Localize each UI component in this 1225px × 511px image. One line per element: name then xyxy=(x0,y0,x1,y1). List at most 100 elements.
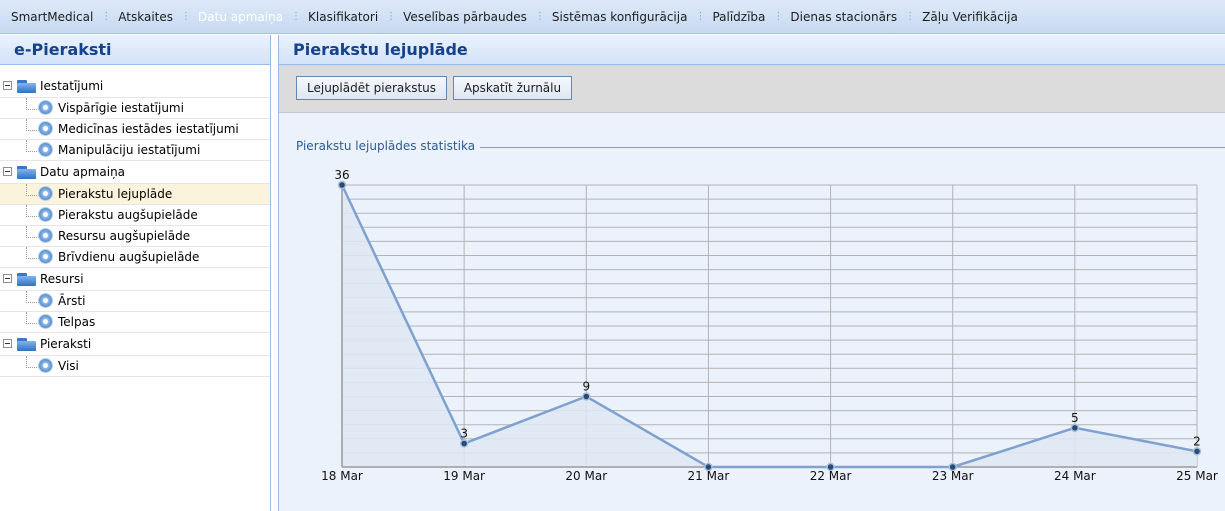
x-tick-label: 20 Mar xyxy=(565,469,607,483)
tree-item-label: Medicīnas iestādes iestatījumi xyxy=(58,122,239,136)
folder-open-icon xyxy=(17,80,36,93)
tree-connector xyxy=(26,119,39,131)
gear-icon xyxy=(39,359,52,372)
tree-connector xyxy=(26,184,39,196)
menu-separator: ⋮ xyxy=(291,11,301,22)
x-tick-label: 18 Mar xyxy=(321,469,363,483)
tree-item-3-0[interactable]: Visi xyxy=(0,356,270,377)
data-point xyxy=(826,462,835,472)
gear-icon xyxy=(39,122,52,135)
main-panel: Pierakstu lejuplāde Lejuplādēt pierakstu… xyxy=(278,35,1225,511)
data-point xyxy=(1192,447,1202,456)
menu-separator: ⋮ xyxy=(181,11,191,22)
tree-group-0[interactable]: Iestatījumi xyxy=(0,75,270,98)
tree-item-label: Telpas xyxy=(58,315,96,329)
tree-item-2-0[interactable]: Ārsti xyxy=(0,291,270,312)
data-point xyxy=(1070,423,1080,433)
menu-item-7[interactable]: Dienas stacionārs xyxy=(790,9,898,24)
tree-group-2[interactable]: Resursi xyxy=(0,268,270,291)
tree-item-label: Resursu augšupielāde xyxy=(58,229,191,243)
collapse-toggle-icon[interactable] xyxy=(3,81,12,90)
tree-item-label: Ārsti xyxy=(58,294,86,308)
menu-item-0[interactable]: SmartMedical xyxy=(11,9,94,24)
toolbar: Lejuplādēt pierakstus Apskatīt žurnālu xyxy=(279,65,1225,113)
download-statistics-chart: 36 18 Mar 3 19 Mar 9 20 Mar 21 Mar 22 Mar 23 Mar… xyxy=(321,168,1218,483)
navigation-tree: Iestatījumi Vispārīgie iestatījumi Medicīn… xyxy=(0,65,270,377)
data-point xyxy=(948,462,957,472)
tree-group-label: Iestatījumi xyxy=(40,79,104,93)
data-label: 9 xyxy=(582,380,590,394)
tree-group-label: Resursi xyxy=(40,272,84,286)
collapse-toggle-icon[interactable] xyxy=(3,274,12,283)
tree-item-0-2[interactable]: Manipulāciju iestatījumi xyxy=(0,140,270,161)
menu-separator: ⋮ xyxy=(695,11,705,22)
tree-connector xyxy=(26,247,39,259)
menu-item-1[interactable]: Atskaites xyxy=(118,9,174,24)
menu-item-8[interactable]: Zāļu Verifikācija xyxy=(922,9,1018,24)
tree-item-label: Pierakstu lejuplāde xyxy=(58,187,173,201)
tree-item-0-1[interactable]: Medicīnas iestādes iestatījumi xyxy=(0,119,270,140)
tree-group-3[interactable]: Pieraksti xyxy=(0,333,270,356)
tree-connector xyxy=(26,226,39,238)
collapse-toggle-icon[interactable] xyxy=(3,339,12,348)
x-tick-label: 19 Mar xyxy=(443,469,485,483)
fieldset-border xyxy=(296,147,1225,148)
menu-separator: ⋮ xyxy=(905,11,915,22)
menu-item-6[interactable]: Palīdzība xyxy=(712,9,766,24)
page-title: Pierakstu lejuplāde xyxy=(279,35,1225,65)
data-label: 5 xyxy=(1071,411,1079,425)
menu-separator: ⋮ xyxy=(773,11,783,22)
download-appointments-button[interactable]: Lejuplādēt pierakstus xyxy=(296,76,448,100)
data-point xyxy=(337,180,347,190)
menu-separator: ⋮ xyxy=(101,11,111,22)
tree-connector xyxy=(26,205,39,217)
series-line xyxy=(340,184,1198,469)
gear-icon xyxy=(39,187,52,200)
gear-icon xyxy=(39,229,52,242)
top-menu-bar: SmartMedical ⋮ Atskaites ⋮ Datu apmaiņa ⋮ Klas… xyxy=(0,0,1225,34)
tree-item-0-0[interactable]: Vispārīgie iestatījumi xyxy=(0,98,270,119)
tree-item-1-1[interactable]: Pierakstu augšupielāde xyxy=(0,205,270,226)
x-tick-label: 23 Mar xyxy=(932,469,974,483)
fieldset-title: Pierakstu lejuplādes statistika xyxy=(296,139,481,153)
data-label: 2 xyxy=(1193,434,1201,448)
tree-item-1-0[interactable]: Pierakstu lejuplāde xyxy=(0,184,270,205)
sidebar-title: e-Pieraksti xyxy=(0,35,270,65)
view-log-button[interactable]: Apskatīt žurnālu xyxy=(452,76,573,100)
gear-icon xyxy=(39,143,52,156)
menu-item-3[interactable]: Klasifikatori xyxy=(308,9,379,24)
data-label: 36 xyxy=(334,168,349,182)
tree-item-label: Vispārīgie iestatījumi xyxy=(58,101,184,115)
gear-icon xyxy=(39,315,52,328)
series-area xyxy=(342,185,1197,467)
menu-item-5[interactable]: Sistēmas konfigurācija xyxy=(551,9,688,24)
tree-connector xyxy=(26,291,39,303)
folder-open-icon xyxy=(17,273,36,286)
folder-open-icon xyxy=(17,166,36,179)
x-tick-label: 22 Mar xyxy=(810,469,852,483)
gear-icon xyxy=(39,250,52,263)
tree-item-2-1[interactable]: Telpas xyxy=(0,312,270,333)
tree-connector xyxy=(26,312,39,324)
folder-open-icon xyxy=(17,338,36,351)
gear-icon xyxy=(39,101,52,114)
tree-item-label: Manipulāciju iestatījumi xyxy=(58,143,201,157)
menu-separator: ⋮ xyxy=(386,11,396,22)
collapse-toggle-icon[interactable] xyxy=(3,167,12,176)
x-tick-label: 21 Mar xyxy=(688,469,730,483)
data-point xyxy=(704,462,713,472)
sidebar-panel: e-Pieraksti Iestatījumi Vispārīgie iestat… xyxy=(0,35,271,511)
data-label: 3 xyxy=(460,427,468,441)
menu-item-2[interactable]: Datu apmaiņa xyxy=(198,9,284,24)
tree-connector xyxy=(26,356,39,368)
tree-connector xyxy=(26,140,39,152)
tree-group-1[interactable]: Datu apmaiņa xyxy=(0,161,270,184)
data-point xyxy=(459,439,469,448)
tree-item-1-2[interactable]: Resursu augšupielāde xyxy=(0,226,270,247)
tree-item-label: Brīvdienu augšupielāde xyxy=(58,250,200,264)
menu-separator: ⋮ xyxy=(534,11,545,22)
tree-connector xyxy=(26,98,39,110)
menu-item-4[interactable]: Veselības pārbaudes xyxy=(403,9,527,24)
data-point xyxy=(582,392,591,401)
tree-item-1-3[interactable]: Brīvdienu augšupielāde xyxy=(0,247,270,268)
